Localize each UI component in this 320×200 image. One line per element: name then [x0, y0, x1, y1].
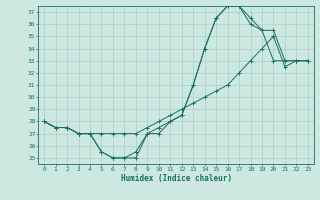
X-axis label: Humidex (Indice chaleur): Humidex (Indice chaleur) — [121, 174, 231, 183]
